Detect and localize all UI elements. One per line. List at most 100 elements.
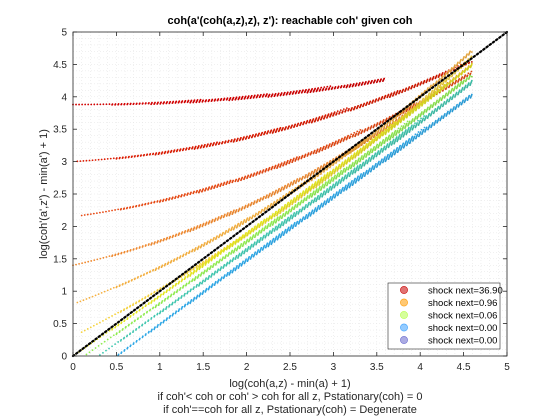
data-point — [123, 251, 126, 254]
data-point — [255, 243, 258, 246]
data-point — [316, 119, 319, 122]
data-point — [100, 158, 103, 161]
data-point — [120, 252, 123, 255]
data-point — [95, 323, 98, 326]
data-point — [463, 71, 466, 74]
data-point — [308, 197, 310, 199]
data-point — [271, 224, 274, 226]
data-point — [102, 211, 104, 214]
data-point — [123, 320, 126, 323]
data-point — [375, 134, 378, 137]
data-point — [324, 193, 327, 196]
data-point — [309, 174, 312, 177]
data-point — [217, 236, 220, 239]
data-point — [250, 136, 253, 139]
data-point — [266, 227, 268, 230]
data-point — [416, 117, 419, 120]
data-point — [141, 324, 143, 327]
data-point — [255, 201, 258, 204]
data-point — [420, 128, 423, 131]
data-point — [171, 303, 173, 306]
data-point — [195, 270, 198, 273]
data-point — [156, 103, 159, 105]
data-point — [222, 184, 225, 187]
data-point — [156, 326, 159, 328]
data-point — [255, 227, 258, 230]
data-point — [339, 182, 342, 184]
data-point — [144, 322, 146, 325]
data-point — [130, 156, 133, 159]
data-point — [285, 206, 288, 208]
data-point — [180, 308, 183, 310]
data-point — [264, 197, 267, 199]
data-point — [342, 179, 345, 182]
data-point — [131, 206, 134, 209]
data-point — [216, 271, 218, 274]
data-point — [460, 91, 462, 94]
data-point — [423, 115, 426, 117]
data-point — [142, 154, 145, 157]
data-point — [108, 347, 110, 350]
data-point — [126, 347, 129, 350]
data-point — [372, 81, 375, 84]
data-point — [438, 107, 441, 110]
data-point — [398, 131, 400, 134]
data-point — [371, 102, 373, 104]
data-point — [183, 194, 186, 197]
data-point — [189, 302, 192, 305]
data-point — [106, 289, 109, 292]
data-point — [309, 91, 312, 94]
data-point — [208, 268, 211, 271]
data-point — [81, 262, 84, 265]
data-point — [285, 231, 288, 234]
data-point — [279, 212, 281, 215]
data-point — [174, 197, 176, 200]
data-point — [163, 264, 166, 267]
data-point — [315, 184, 318, 187]
data-point — [378, 80, 381, 83]
data-point — [192, 268, 195, 271]
data-point — [383, 142, 386, 145]
data-point — [148, 271, 151, 274]
data-point — [423, 119, 426, 122]
data-point — [297, 92, 300, 95]
data-point — [186, 230, 189, 233]
data-point — [369, 128, 372, 130]
data-point — [231, 245, 234, 248]
data-point — [375, 81, 378, 84]
data-point — [316, 191, 319, 194]
data-point — [150, 302, 153, 304]
data-point — [256, 213, 259, 216]
data-point — [300, 196, 303, 199]
data-point — [300, 178, 303, 181]
data-point — [175, 150, 178, 153]
data-point — [403, 122, 406, 125]
data-point — [390, 128, 393, 131]
data-point — [372, 141, 375, 144]
data-point — [174, 102, 177, 104]
data-point — [138, 205, 140, 207]
data-point — [192, 272, 195, 275]
data-point — [153, 201, 156, 204]
data-point — [216, 186, 218, 189]
data-point — [213, 257, 216, 260]
data-point — [118, 157, 121, 160]
data-point — [238, 247, 241, 250]
data-point — [309, 188, 312, 191]
data-point — [393, 142, 396, 145]
data-point — [142, 274, 145, 276]
data-point — [126, 103, 129, 106]
data-point — [184, 253, 187, 256]
data-point — [470, 61, 473, 63]
data-point — [276, 214, 278, 217]
data-point — [357, 153, 360, 155]
data-point — [198, 101, 201, 104]
data-point — [243, 207, 246, 210]
data-point — [380, 144, 383, 147]
data-point — [96, 258, 99, 261]
data-point — [347, 153, 350, 155]
data-point — [315, 152, 317, 155]
data-point — [111, 209, 113, 212]
data-point — [300, 157, 303, 160]
data-point — [273, 167, 276, 170]
